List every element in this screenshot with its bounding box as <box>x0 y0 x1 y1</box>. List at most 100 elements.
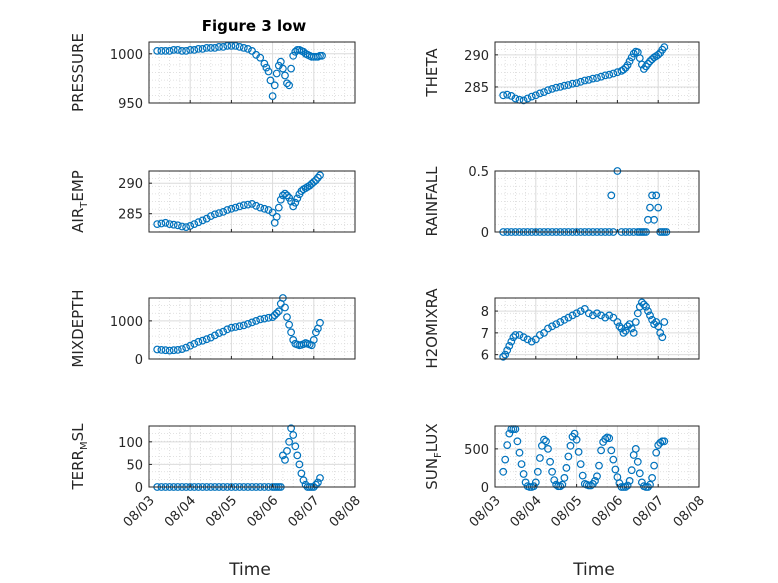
data-point <box>198 45 207 53</box>
data-point <box>536 454 544 462</box>
data-point <box>202 214 211 223</box>
y-tick-label: 6 <box>481 349 489 364</box>
data-point <box>499 91 508 100</box>
data-point <box>658 333 667 342</box>
data-point <box>544 86 552 95</box>
data-point <box>157 47 166 55</box>
data-point <box>631 318 640 326</box>
axes-frame <box>494 170 700 233</box>
data-point <box>231 323 240 331</box>
data-point <box>219 43 228 51</box>
data-point <box>283 447 291 455</box>
data-point <box>593 74 601 82</box>
data-point <box>652 448 661 457</box>
data-point <box>597 446 605 455</box>
data-point <box>629 49 638 58</box>
data-point <box>623 322 632 331</box>
data-point <box>239 321 248 330</box>
data-point <box>619 65 628 74</box>
data-point <box>182 47 191 55</box>
data-point <box>210 331 219 340</box>
data-point <box>182 223 191 232</box>
data-point <box>285 193 294 202</box>
data-point <box>580 305 589 313</box>
data-point <box>289 336 298 344</box>
data-point <box>157 346 166 354</box>
data-point <box>173 221 182 230</box>
y-tick-label: 0 <box>481 481 489 496</box>
data-point <box>597 72 605 81</box>
data-point <box>501 455 510 464</box>
data-point <box>566 441 575 450</box>
axes-frame <box>494 297 700 360</box>
panel-4: 0 0.5 RAINFALL <box>423 165 700 241</box>
data-point <box>165 346 174 355</box>
x-tick-label: 08/07 <box>286 493 323 530</box>
data-point <box>266 76 275 85</box>
data-point <box>544 324 552 333</box>
data-point <box>178 222 186 231</box>
data-point <box>540 435 548 444</box>
data-point <box>507 91 516 100</box>
data-point <box>605 434 614 443</box>
data-point <box>572 309 581 318</box>
data-point <box>178 47 186 55</box>
data-point <box>560 81 569 90</box>
data-point <box>499 467 508 476</box>
data-point <box>625 477 634 485</box>
data-point <box>309 178 318 186</box>
data-point <box>536 89 544 98</box>
axes-frame <box>148 297 356 360</box>
data-point <box>650 215 658 224</box>
x-tick-label: 08/04 <box>162 493 199 530</box>
x-tick-label: 08/08 <box>671 493 708 530</box>
data-point <box>289 51 298 60</box>
data-point <box>312 480 320 489</box>
data-point <box>260 314 269 323</box>
data-point <box>243 320 252 328</box>
data-point <box>556 82 565 91</box>
data-point <box>558 480 567 489</box>
y-tick-label: 1000 <box>110 48 143 63</box>
data-point <box>560 474 569 482</box>
data-point <box>593 309 601 318</box>
data-point <box>597 311 605 320</box>
data-point <box>262 63 271 72</box>
data-point <box>206 212 215 221</box>
x-axis-label-left: Time <box>228 560 271 580</box>
data-point <box>605 311 614 320</box>
data-point <box>287 64 296 73</box>
data-point <box>235 43 244 51</box>
data-point <box>268 92 277 100</box>
data-point <box>635 469 644 478</box>
data-point <box>550 476 559 485</box>
data-point <box>272 69 281 78</box>
data-point <box>161 47 170 55</box>
data-point <box>270 311 279 320</box>
data-point <box>564 313 573 322</box>
data-point <box>202 44 211 52</box>
data-point <box>260 204 269 213</box>
data-point <box>190 339 199 348</box>
data-point <box>231 42 240 50</box>
x-tick-label: 08/06 <box>589 493 626 530</box>
y-axis-label: RAINFALL <box>423 166 441 237</box>
data-point <box>633 457 642 466</box>
data-point <box>505 342 514 350</box>
data-point <box>533 467 542 476</box>
data-point <box>642 302 650 311</box>
data-point <box>503 441 512 450</box>
data-point <box>611 465 620 474</box>
data-point <box>646 311 654 320</box>
data-point <box>312 328 320 337</box>
data-point <box>161 346 170 355</box>
y-axis-label: H2OMIXRA <box>423 288 441 369</box>
y-tick-label: 50 <box>126 458 143 473</box>
data-point <box>169 346 178 355</box>
data-point <box>153 47 162 55</box>
data-point <box>276 195 285 204</box>
data-point <box>283 79 291 88</box>
data-point <box>564 452 573 461</box>
data-point <box>169 220 178 229</box>
